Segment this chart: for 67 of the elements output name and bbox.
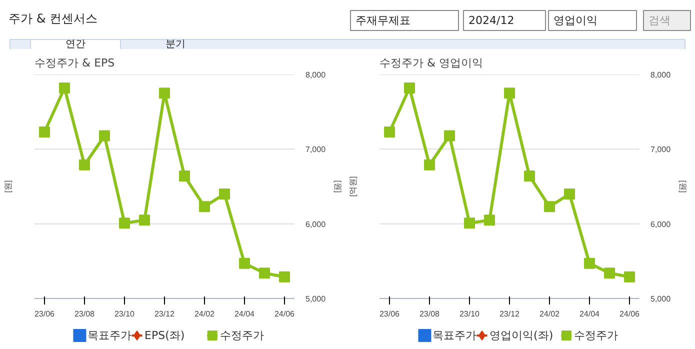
y2-tick-label: 6,000	[650, 220, 672, 229]
legend-label: EPS(좌)	[144, 329, 185, 342]
text: 영업이익	[554, 14, 598, 27]
point	[584, 258, 595, 269]
chart-title: 수정주가 & EPS	[34, 56, 115, 70]
point	[384, 126, 395, 138]
point	[604, 268, 615, 279]
text: 연간	[66, 39, 86, 50]
point	[119, 218, 130, 229]
y-axis-title: [원]	[3, 180, 12, 193]
point	[99, 130, 110, 142]
x-tick-label: 24/06	[274, 310, 296, 318]
point	[484, 214, 495, 226]
point	[544, 201, 555, 212]
y2-tick-label: 8,000	[650, 70, 672, 80]
point	[219, 188, 230, 200]
point	[424, 159, 435, 170]
point	[159, 88, 170, 99]
legend-label: 수정주가	[574, 329, 618, 342]
x-tick-label: 23/08	[74, 310, 96, 318]
y-axis-title: [억원]	[348, 176, 358, 197]
x-tick-label: 24/02	[539, 310, 560, 318]
point	[564, 188, 575, 200]
y2-tick-label: 7,000	[650, 145, 672, 154]
text: 검색	[648, 14, 670, 27]
point	[279, 271, 290, 282]
x-tick-label: 24/04	[234, 310, 256, 318]
y2-axis-title: [원]	[678, 180, 688, 193]
x-tick-label: 24/04	[579, 310, 600, 318]
point	[259, 268, 270, 279]
y2-tick-label: 5,000	[650, 294, 672, 304]
x-tick-label: 23/08	[419, 310, 440, 318]
x-tick-label: 23/10	[459, 310, 480, 318]
point	[404, 82, 415, 94]
chart-title: 수정주가 & 영업이익	[380, 56, 484, 70]
text: 주가 & 컨센서스	[8, 12, 98, 26]
point	[464, 218, 475, 229]
y2-tick-label: 5,000	[306, 294, 326, 304]
point	[179, 170, 190, 182]
point	[504, 88, 515, 99]
point	[59, 82, 70, 94]
point	[624, 271, 635, 282]
text: 분기	[166, 39, 186, 50]
point	[39, 126, 50, 138]
legend-label: 수정주가	[220, 329, 264, 342]
x-tick-label: 24/02	[194, 310, 216, 318]
x-tick-label: 23/06	[379, 310, 400, 318]
y2-tick-label: 8,000	[306, 70, 326, 80]
x-tick-label: 23/06	[34, 310, 56, 318]
x-tick-label: 24/06	[619, 310, 640, 318]
y2-tick-label: 7,000	[306, 145, 326, 154]
point	[79, 159, 90, 170]
point	[444, 130, 455, 142]
point	[199, 201, 210, 212]
x-tick-label: 23/10	[114, 310, 136, 318]
legend-label: 목표주가	[432, 329, 476, 342]
point	[524, 170, 535, 182]
x-tick-label: 23/12	[154, 310, 176, 318]
y2-axis-title: [원]	[334, 180, 343, 193]
text: 2024/12	[468, 14, 514, 27]
y2-tick-label: 6,000	[306, 220, 326, 229]
text: 주재무제표	[356, 14, 410, 27]
x-tick-label: 23/12	[499, 310, 520, 318]
legend-label: 영업이익(좌)	[490, 329, 554, 342]
point	[139, 214, 150, 226]
point	[239, 258, 250, 269]
legend-label: 목표주가	[87, 329, 132, 342]
